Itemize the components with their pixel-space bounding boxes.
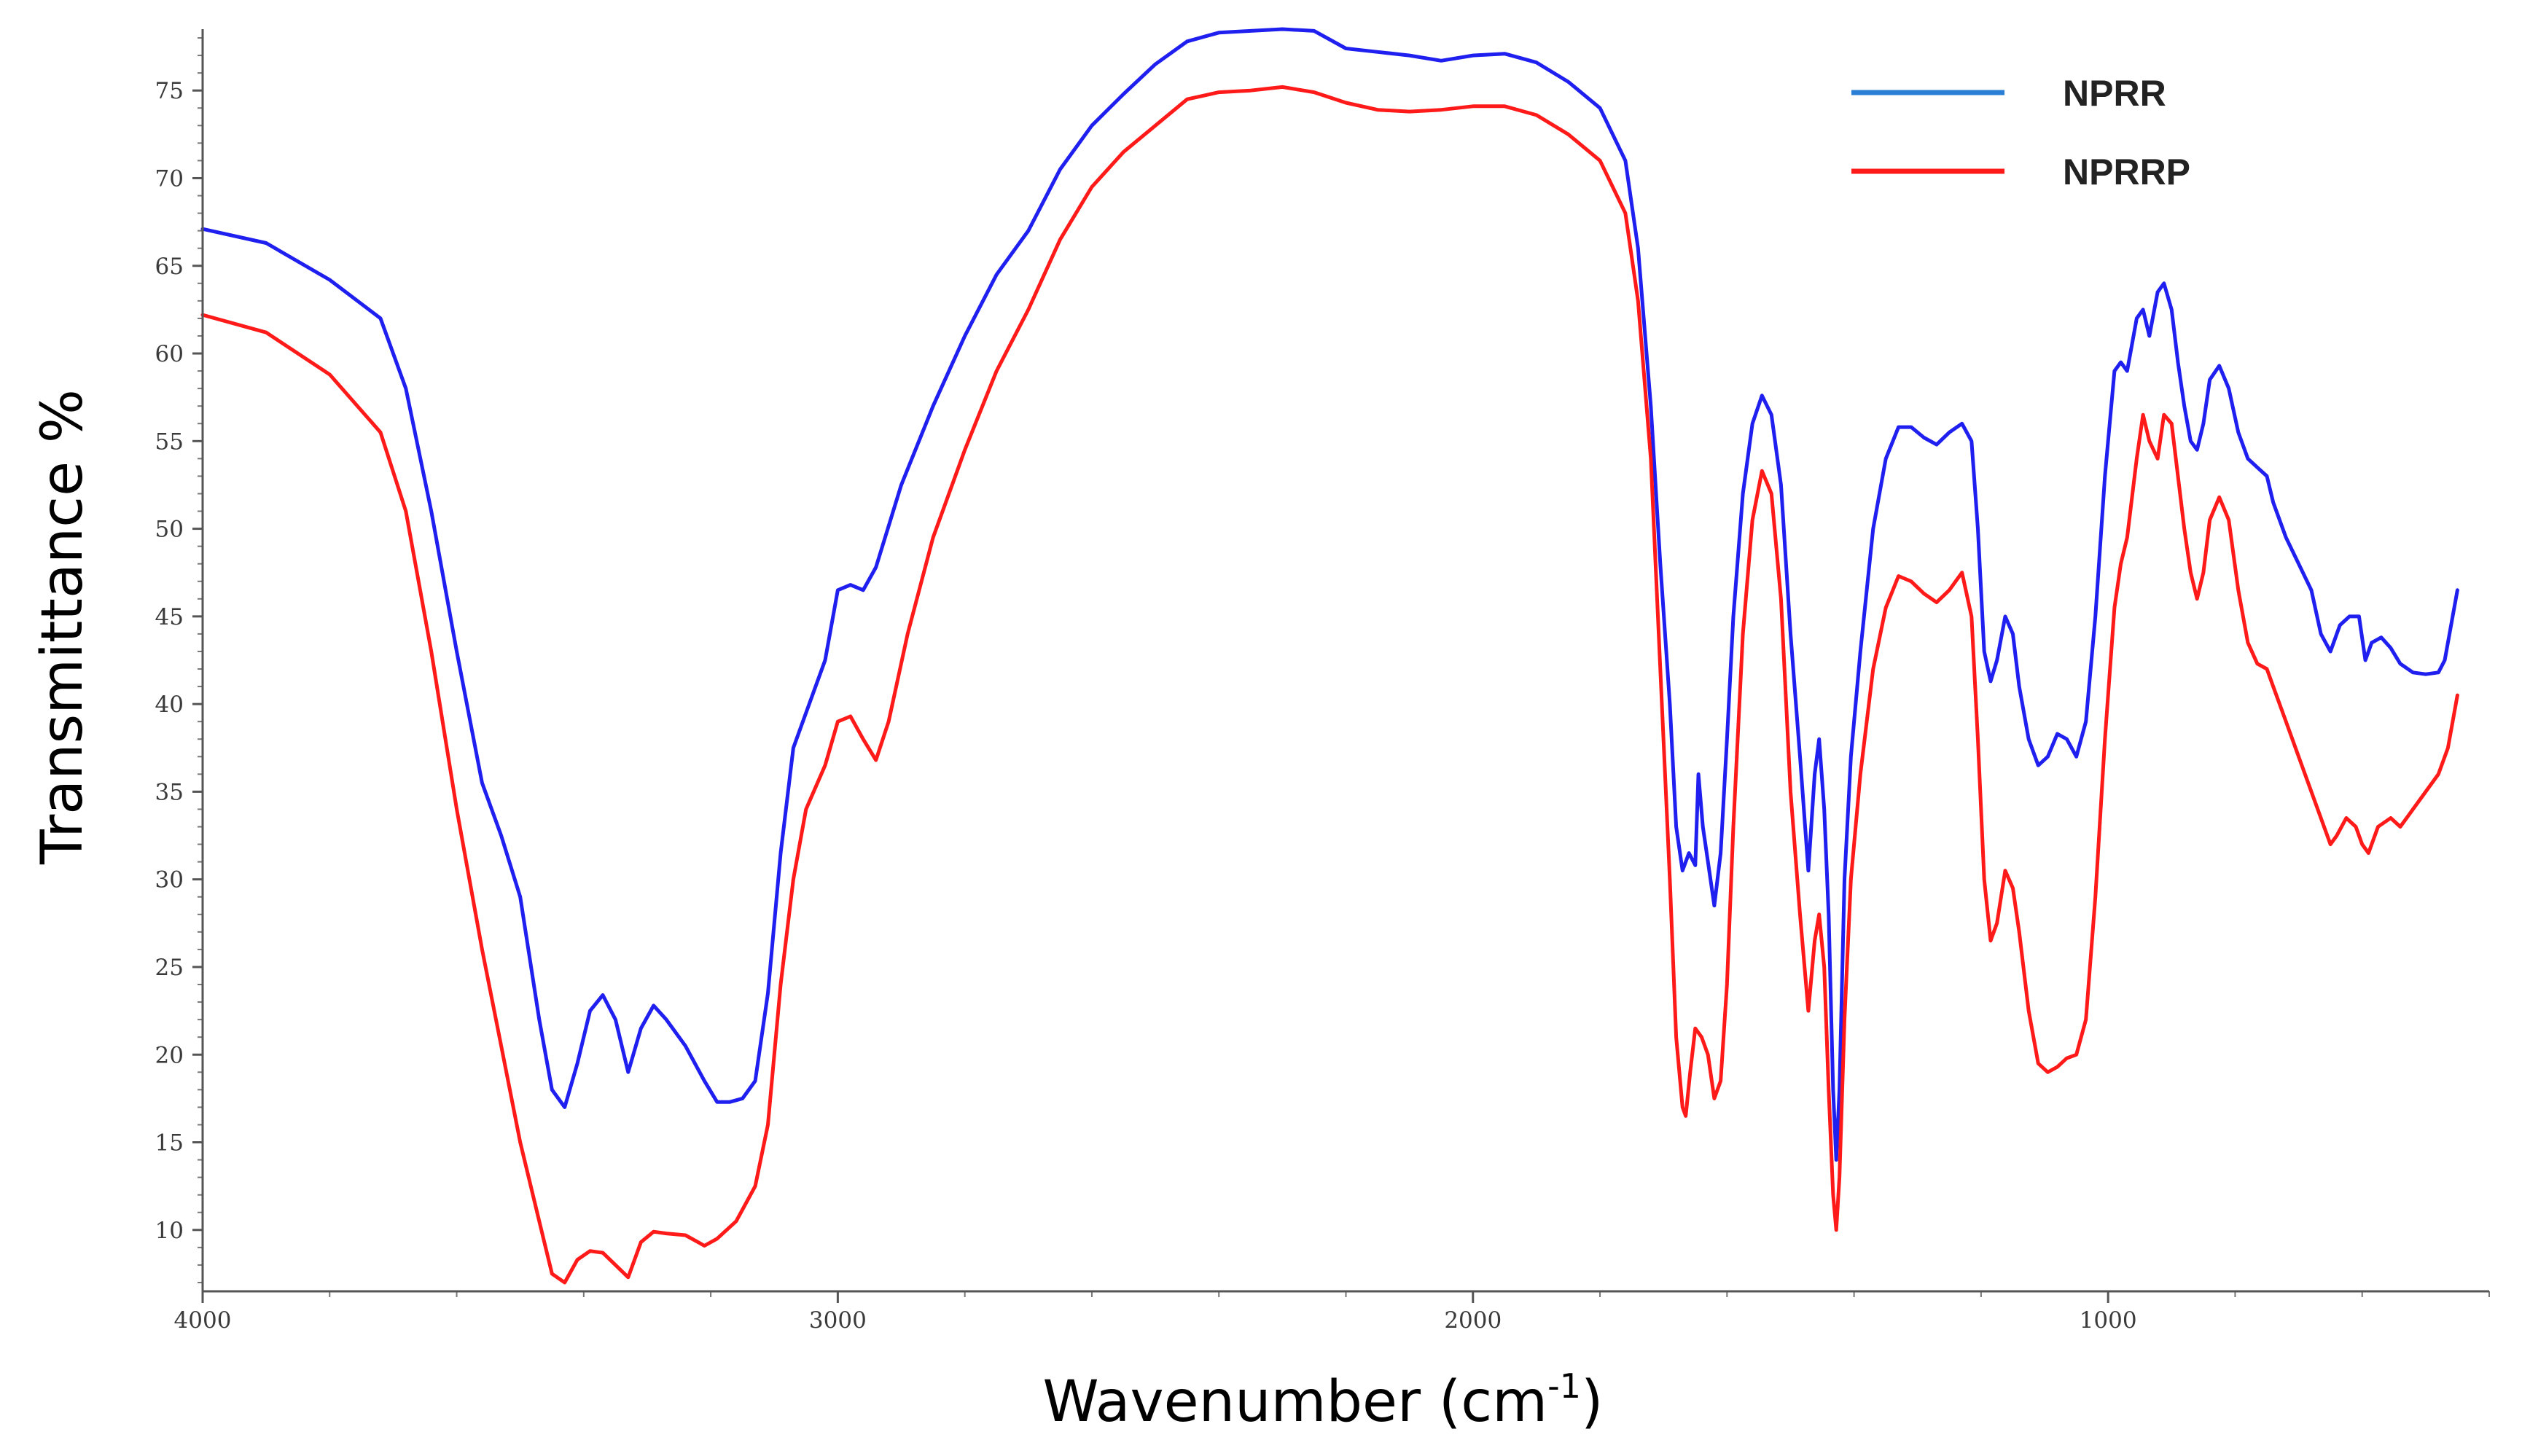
y-tick-label: 10 [155,1218,184,1244]
y-tick-label: 25 [155,955,184,981]
x-tick-label: 4000 [174,1307,232,1334]
y-tick-label: 65 [155,254,184,280]
y-tick-label: 45 [155,604,184,630]
series-lines [200,27,2459,1285]
legend: NPRR NPRRP [1851,73,2190,192]
x-tick-label: 2000 [1444,1307,1502,1334]
axis-ticks [192,37,2490,1303]
y-tick-label: 15 [155,1130,184,1156]
x-tick-label: 1000 [2080,1307,2137,1334]
legend-label-nprr: NPRR [2063,73,2166,114]
series-line-nprrp [200,85,2459,1285]
y-axis-title: Transmittance % [30,389,95,865]
y-tick-label: 40 [155,692,184,718]
legend-label-nprrp: NPRRP [2063,152,2190,192]
y-tick-label: 50 [155,517,184,543]
y-tick-label: 30 [155,867,184,893]
y-tick-label: 55 [155,428,184,455]
y-tick-label: 20 [155,1042,184,1068]
x-axis-title: Wavenumber (cm-1) [1043,1366,1604,1435]
y-tick-label: 70 [155,165,184,192]
y-tick-label: 35 [155,779,184,805]
y-tick-label: 75 [155,78,184,104]
series-line-nprr [200,27,2459,1162]
axis-tick-labels: 10 15 20 25 30 35 40 45 50 55 60 65 70 75 4000 3000 2000… [155,78,2137,1334]
x-tick-label: 3000 [809,1307,867,1334]
y-tick-label: 60 [155,341,184,367]
